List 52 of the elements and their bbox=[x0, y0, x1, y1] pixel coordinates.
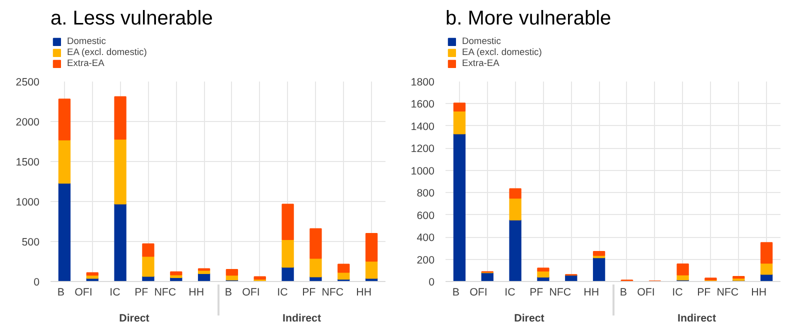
x-tick-label: NFC bbox=[549, 286, 572, 298]
y-tick-label: 0 bbox=[34, 276, 40, 288]
y-tick-label: 800 bbox=[416, 188, 435, 200]
x-tick-label: HH bbox=[751, 286, 767, 298]
y-tick-label: 600 bbox=[416, 210, 435, 222]
x-tick-label: PF bbox=[302, 286, 316, 298]
text: Indirect bbox=[678, 312, 716, 324]
y-tick-label: 200 bbox=[416, 254, 435, 266]
y-tick-label: 1000 bbox=[410, 165, 435, 178]
text: Indirect bbox=[282, 312, 322, 324]
y-tick-label: 1500 bbox=[16, 156, 40, 168]
y-tick-label: 500 bbox=[22, 236, 40, 248]
x-tick-label: OFI bbox=[242, 286, 260, 298]
y-tick-label: 1600 bbox=[410, 98, 435, 111]
chart-title: b. More vulnerable bbox=[446, 8, 612, 30]
x-tick-label: PF bbox=[530, 286, 544, 298]
x-tick-label: IC bbox=[504, 286, 516, 298]
legend-label: EA (excl. domestic) bbox=[67, 47, 147, 57]
legend-label: Domestic bbox=[67, 36, 106, 46]
x-tick-label: OFI bbox=[470, 286, 488, 298]
legend-label: EA (excl. domestic) bbox=[462, 47, 542, 57]
legend-label: Extra-EA bbox=[67, 58, 104, 68]
x-tick-label: B bbox=[57, 286, 64, 298]
x-tick-label: PF bbox=[134, 286, 149, 298]
y-tick-label: 1200 bbox=[410, 143, 435, 156]
x-tick-label: HH bbox=[584, 286, 600, 298]
x-tick-label: B bbox=[620, 286, 627, 298]
x-tick-label: OFI bbox=[637, 286, 655, 298]
x-tick-label: HH bbox=[188, 286, 204, 298]
chart-title: a. Less vulnerable bbox=[50, 8, 213, 30]
y-tick-label: 1400 bbox=[410, 120, 435, 133]
text: Direct bbox=[119, 312, 150, 324]
x-tick-label: OFI bbox=[74, 286, 92, 298]
y-tick-label: 2500 bbox=[16, 76, 40, 88]
x-tick-label: IC bbox=[672, 286, 684, 298]
text: Direct bbox=[514, 312, 545, 324]
y-tick-label: 0 bbox=[428, 276, 435, 288]
x-tick-label: HH bbox=[356, 286, 372, 298]
y-tick-label: 1000 bbox=[16, 196, 40, 208]
x-tick-label: NFC bbox=[322, 286, 344, 298]
x-tick-label: B bbox=[452, 286, 460, 298]
y-tick-label: 2000 bbox=[16, 116, 40, 128]
y-tick-label: 400 bbox=[416, 232, 435, 244]
y-tick-label: 1800 bbox=[410, 76, 435, 88]
x-tick-label: PF bbox=[697, 286, 712, 298]
legend-label: Domestic bbox=[462, 36, 501, 46]
x-tick-label: NFC bbox=[154, 286, 176, 298]
x-tick-label: IC bbox=[110, 286, 121, 298]
x-tick-label: NFC bbox=[716, 286, 739, 298]
x-tick-label: IC bbox=[277, 286, 288, 298]
x-tick-label: B bbox=[224, 286, 232, 298]
legend-label: Extra-EA bbox=[462, 58, 500, 68]
